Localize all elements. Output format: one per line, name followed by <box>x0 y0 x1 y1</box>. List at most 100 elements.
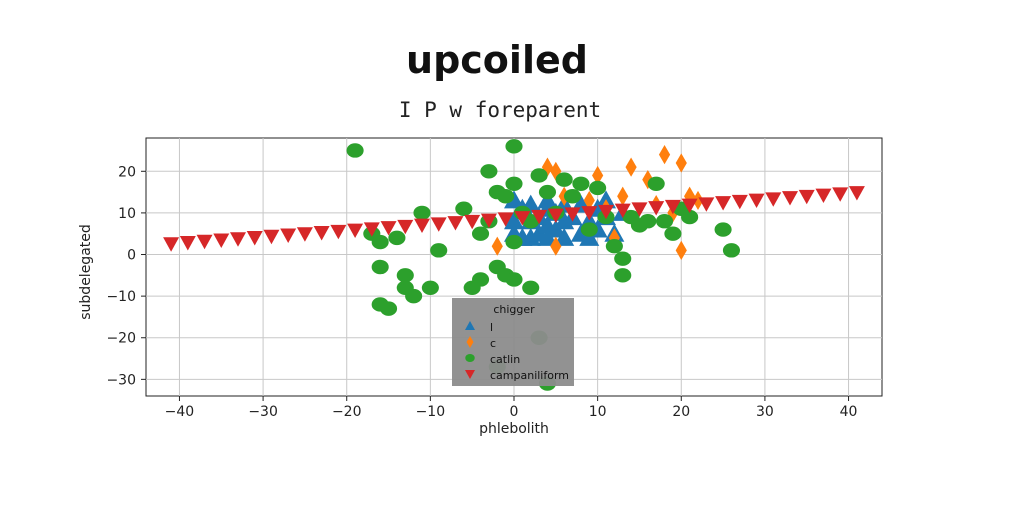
data-point <box>347 223 364 238</box>
data-point <box>346 143 364 158</box>
data-point <box>731 194 748 210</box>
data-point <box>380 221 397 236</box>
chart-subtitle: I P w foreparent <box>399 98 601 122</box>
data-point <box>614 251 632 266</box>
data-point <box>598 204 614 220</box>
data-point <box>388 230 406 246</box>
y-tick-label: −30 <box>106 372 136 388</box>
series-campaniliform <box>163 186 865 252</box>
data-point <box>564 207 581 222</box>
data-point <box>447 216 464 231</box>
legend-marker <box>465 321 475 330</box>
data-point <box>555 172 573 187</box>
x-tick-label: 30 <box>756 404 774 420</box>
data-point <box>583 190 595 211</box>
x-tick-label: 40 <box>840 404 858 420</box>
x-tick-label: −10 <box>416 404 446 420</box>
legend-label: l <box>490 321 493 334</box>
legend-label: campaniliform <box>490 369 569 382</box>
data-point <box>413 205 431 221</box>
legend-label: c <box>490 337 496 350</box>
data-point <box>675 153 687 173</box>
data-point <box>430 243 448 258</box>
data-point <box>522 280 540 296</box>
data-point <box>631 202 648 217</box>
chart-title: upcoiled <box>406 38 588 82</box>
data-point <box>681 209 699 225</box>
data-point <box>698 197 715 212</box>
data-point <box>714 222 732 237</box>
y-tick-label: 20 <box>118 164 136 180</box>
data-point <box>832 187 849 202</box>
data-point <box>213 233 230 248</box>
data-point <box>471 272 490 287</box>
data-point <box>550 236 562 256</box>
data-point <box>647 176 665 191</box>
data-point <box>471 226 490 241</box>
data-point <box>748 193 765 209</box>
data-point <box>681 198 698 213</box>
x-tick-label: 0 <box>510 404 519 420</box>
data-point <box>798 189 815 205</box>
data-point <box>397 219 414 235</box>
legend-label: catlin <box>490 353 520 366</box>
legend: chigger lc catlin campaniliform <box>452 298 574 386</box>
data-point <box>421 280 439 296</box>
y-tick-label: 10 <box>118 206 136 222</box>
legend-title: chigger <box>493 303 535 316</box>
data-point <box>379 301 398 316</box>
data-point <box>480 164 498 179</box>
data-point <box>538 184 557 200</box>
data-point <box>589 180 607 196</box>
data-point <box>179 236 196 251</box>
data-point <box>313 226 330 241</box>
data-point <box>572 176 590 191</box>
data-point <box>592 165 604 186</box>
data-point <box>664 226 682 241</box>
data-point <box>497 212 514 227</box>
y-axis-label: subdelegated <box>78 224 94 320</box>
data-point <box>505 272 523 287</box>
x-axis-label: phlebolith <box>479 421 549 437</box>
data-point <box>263 229 280 245</box>
data-point <box>505 176 523 191</box>
data-point <box>722 243 741 258</box>
data-point <box>625 157 637 177</box>
x-tick-label: 10 <box>589 404 607 420</box>
data-point <box>815 188 832 204</box>
data-point <box>430 217 447 232</box>
data-point <box>639 214 657 229</box>
data-point <box>405 288 423 304</box>
data-point <box>163 237 180 252</box>
x-tick-label: −40 <box>165 404 195 420</box>
y-tick-label: −20 <box>106 331 136 347</box>
data-point <box>581 206 598 221</box>
data-point <box>675 240 687 260</box>
data-marks <box>163 139 865 391</box>
data-point <box>554 227 575 246</box>
data-point <box>658 145 671 165</box>
x-tick-label: −20 <box>332 404 362 420</box>
data-point <box>715 196 732 211</box>
legend-marker <box>465 370 475 379</box>
data-point <box>617 186 629 206</box>
data-point <box>664 199 681 215</box>
legend-items: lc catlin campaniliform <box>465 321 569 382</box>
data-point <box>692 190 704 211</box>
data-point <box>648 201 665 216</box>
data-point <box>531 209 548 225</box>
data-point <box>605 238 623 254</box>
data-point <box>848 186 865 201</box>
data-point <box>547 208 564 223</box>
data-point <box>505 234 523 250</box>
series-catlin <box>346 139 741 391</box>
data-point <box>614 268 632 283</box>
data-point <box>504 211 524 230</box>
data-point <box>455 201 473 216</box>
data-point <box>530 168 548 183</box>
data-point <box>765 192 782 207</box>
data-point <box>497 189 515 204</box>
data-point <box>614 203 631 218</box>
data-point <box>396 268 414 283</box>
